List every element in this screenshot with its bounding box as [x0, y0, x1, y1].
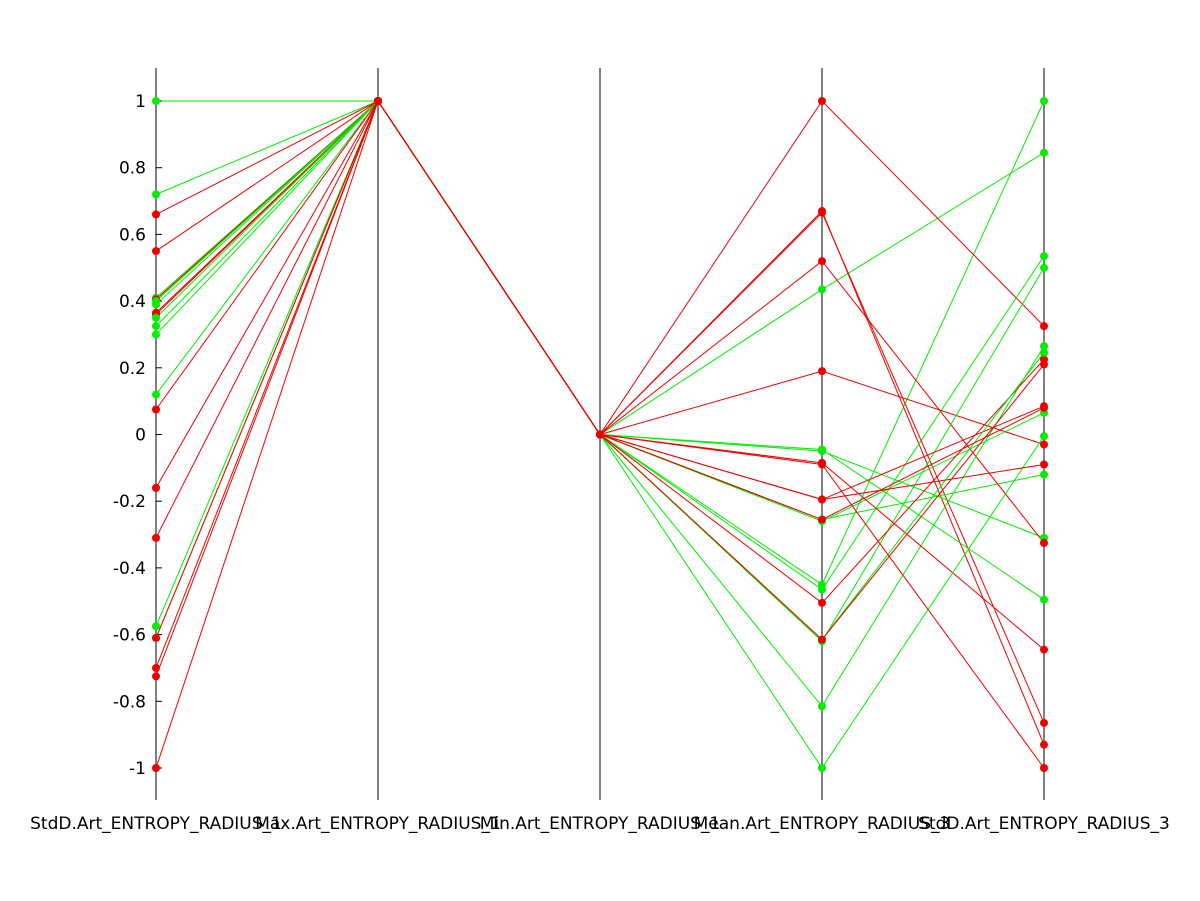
- data-point: [152, 622, 160, 631]
- axis-label-3: Min.Art_ENTROPY_RADIUS_1: [480, 814, 721, 834]
- data-point: [1040, 322, 1048, 331]
- y-tick-label: 0.8: [119, 159, 146, 179]
- data-point: [818, 257, 826, 266]
- data-point: [1040, 403, 1048, 412]
- data-point: [818, 702, 826, 711]
- data-point: [818, 445, 826, 454]
- data-point: [1040, 470, 1048, 479]
- data-point: [596, 430, 604, 439]
- data-point: [1040, 460, 1048, 469]
- data-point: [152, 672, 160, 681]
- data-point: [818, 367, 826, 376]
- data-point: [152, 330, 160, 339]
- y-tick-label: 1: [135, 92, 146, 112]
- y-tick-label: -1: [129, 759, 146, 779]
- data-point: [1040, 348, 1048, 357]
- data-point: [1040, 718, 1048, 727]
- y-tick-label: 0: [135, 426, 146, 446]
- y-tick-label: -0.2: [113, 492, 146, 512]
- data-point: [818, 635, 826, 644]
- data-point: [152, 483, 160, 492]
- data-point: [1040, 432, 1048, 441]
- axis-label-5: StdD.Art_ENTROPY_RADIUS_3: [918, 814, 1170, 834]
- data-point: [152, 663, 160, 672]
- data-point: [1040, 252, 1048, 261]
- y-tick-labels: 1 0.8 0.6 0.4 0.2 0 -0.2 -0.4 -0.6 -0.8 -1: [113, 92, 146, 779]
- data-point: [818, 764, 826, 772]
- data-point: [152, 97, 160, 105]
- data-point: [152, 322, 160, 331]
- axis-labels: StdD.Art_ENTROPY_RADIUS_1Max.Art_ENTROPY…: [30, 814, 1170, 834]
- y-tick-label: 0.4: [119, 292, 146, 312]
- data-point: [374, 97, 382, 105]
- data-point: [1040, 740, 1048, 749]
- data-point: [152, 633, 160, 642]
- data-point: [1040, 764, 1048, 772]
- data-point: [818, 97, 826, 105]
- data-point: [818, 598, 826, 607]
- data-point: [152, 300, 160, 309]
- y-tick-label: -0.6: [113, 626, 146, 646]
- series-points: [152, 97, 1048, 772]
- data-point: [152, 533, 160, 542]
- data-point: [1040, 440, 1048, 449]
- data-point: [1040, 263, 1048, 272]
- data-point: [152, 190, 160, 199]
- data-point: [818, 495, 826, 504]
- data-point: [818, 460, 826, 469]
- data-point: [1040, 645, 1048, 654]
- y-tick-label: 0.6: [119, 225, 146, 245]
- data-point: [152, 313, 160, 322]
- data-point: [1040, 148, 1048, 157]
- data-point: [152, 405, 160, 414]
- y-tick-label: -0.8: [113, 692, 146, 712]
- data-point: [818, 285, 826, 294]
- data-point: [152, 210, 160, 219]
- data-point: [1040, 97, 1048, 105]
- axis-label-4: Mean.Art_ENTROPY_RADIUS_3: [694, 814, 951, 834]
- data-point: [152, 390, 160, 399]
- axis-label-2: Max.Art_ENTROPY_RADIUS_1: [255, 814, 501, 834]
- data-point: [818, 208, 826, 217]
- data-point: [1040, 538, 1048, 547]
- data-point: [818, 515, 826, 524]
- data-point: [1040, 342, 1048, 351]
- data-point: [152, 247, 160, 256]
- axis-label-1: StdD.Art_ENTROPY_RADIUS_1: [30, 814, 282, 834]
- data-point: [1040, 595, 1048, 604]
- data-point: [152, 764, 160, 772]
- y-tick-label: -0.4: [113, 559, 146, 579]
- data-point: [1040, 360, 1048, 369]
- y-tick-label: 0.2: [119, 359, 146, 379]
- data-point: [818, 585, 826, 594]
